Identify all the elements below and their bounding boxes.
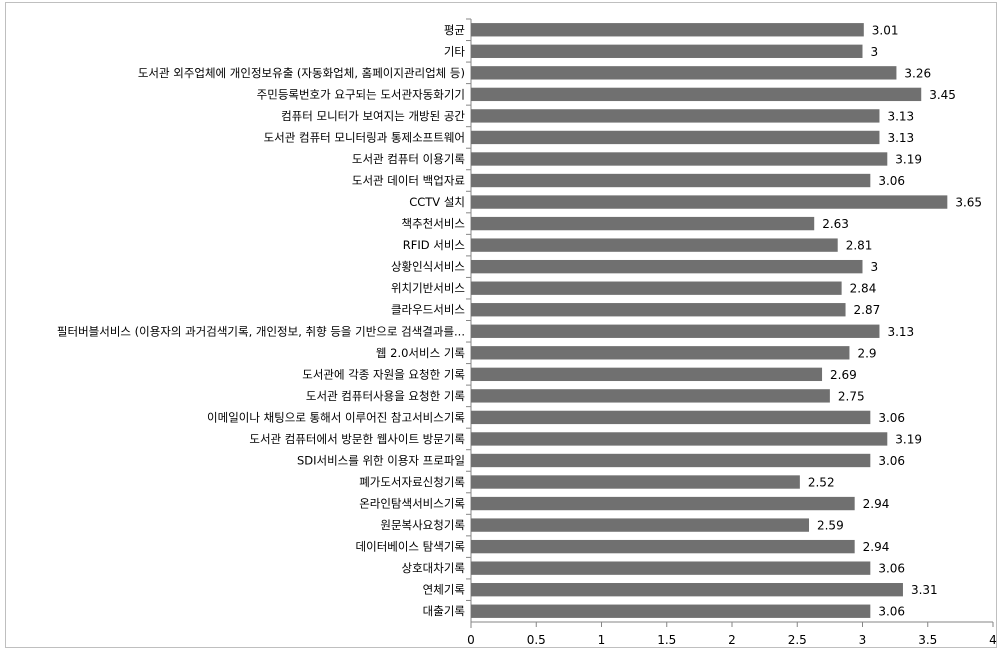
value-label: 3.13 xyxy=(887,131,914,145)
category-label: 책추천서비스 xyxy=(402,217,465,231)
category-label: 온라인탐색서비스기록 xyxy=(359,497,465,511)
x-tick-label: 2.5 xyxy=(788,633,807,647)
category-label: 주민등록번호가 요구되는 도서관자동화기기 xyxy=(257,87,465,101)
bar xyxy=(471,583,903,597)
bar xyxy=(471,238,838,252)
chart-bars xyxy=(471,23,948,618)
bar xyxy=(471,539,855,554)
value-label: 2.69 xyxy=(830,368,857,382)
value-label: 3.13 xyxy=(887,109,914,123)
value-label: 3.06 xyxy=(878,174,905,188)
value-label: 2.94 xyxy=(863,497,890,511)
category-label: 도서관 데이터 백업자료 xyxy=(352,174,465,188)
value-label: 2.59 xyxy=(817,519,844,533)
x-tick-label: 3.5 xyxy=(918,633,937,647)
bar xyxy=(471,23,864,37)
category-label: 도서관 컴퓨터사용을 요청한 기록 xyxy=(306,389,465,403)
bar xyxy=(471,109,880,123)
x-axis-ticks: 0 0.5 1 1.5 2 2.5 3 3.5 4 xyxy=(467,622,997,647)
bar xyxy=(471,130,880,145)
category-label: 원문복사요청기록 xyxy=(380,518,465,532)
value-label: 3 xyxy=(871,45,879,59)
bar xyxy=(471,453,871,468)
value-label: 2.87 xyxy=(854,303,881,317)
value-label: 2.52 xyxy=(808,476,835,490)
bar xyxy=(471,259,863,274)
category-label: 필터버블서비스 (이용자의 과거검색기록, 개인정보, 취향 등을 기반으로 검… xyxy=(57,324,465,338)
bar xyxy=(471,87,922,102)
value-label: 3.06 xyxy=(878,562,905,576)
category-label: 상황인식서비스 xyxy=(391,260,465,274)
value-label: 3.01 xyxy=(872,23,899,37)
x-tick-label: 3 xyxy=(859,633,867,647)
category-label: 클라우드서비스 xyxy=(391,303,465,317)
value-label: 3.19 xyxy=(895,152,922,166)
value-label: 3.13 xyxy=(887,325,914,339)
category-label: 웹 2.0서비스 기록 xyxy=(376,346,465,360)
category-label: 연체기록 xyxy=(423,583,465,597)
bar xyxy=(471,496,855,511)
value-label: 3 xyxy=(871,260,879,274)
x-tick-label: 2 xyxy=(728,633,736,647)
x-tick-label: 1 xyxy=(598,633,606,647)
value-labels: 3.01 3 3.26 3.45 3.13 3.13 3.19 3.06 3.65 2.63 2.8… xyxy=(808,23,982,618)
bar xyxy=(471,389,830,403)
category-label: 컴퓨터 모니터가 보여지는 개방된 공간 xyxy=(281,109,465,123)
value-label: 2.9 xyxy=(857,346,876,360)
x-tick-label: 0.5 xyxy=(527,633,546,647)
bar xyxy=(471,324,880,338)
bar xyxy=(471,216,815,231)
bar xyxy=(471,303,846,317)
bar xyxy=(471,281,842,295)
x-tick-label: 4 xyxy=(989,633,997,647)
bar xyxy=(471,346,850,360)
value-label: 2.81 xyxy=(846,239,873,253)
bar xyxy=(471,432,888,446)
category-label: 도서관 컴퓨터 이용기록 xyxy=(352,152,465,166)
value-label: 3.19 xyxy=(895,432,922,446)
category-label: 위치기반서비스 xyxy=(391,281,465,295)
category-label: 이메일이나 채팅으로 통해서 이루어진 참고서비스기록 xyxy=(207,410,465,424)
bar xyxy=(471,66,897,80)
x-tick-label: 0 xyxy=(467,633,475,647)
bar xyxy=(471,475,800,489)
category-label: 상호대차기록 xyxy=(402,561,465,575)
bar xyxy=(471,173,871,188)
value-label: 3.31 xyxy=(911,583,938,597)
category-label: 폐가도서자료신청기록 xyxy=(359,475,465,489)
value-label: 3.65 xyxy=(955,196,982,210)
bar xyxy=(471,561,871,575)
bar xyxy=(471,152,888,166)
category-label: 데이터베이스 탐색기록 xyxy=(356,540,465,554)
bar xyxy=(471,410,871,425)
value-label: 2.94 xyxy=(863,540,890,554)
bar xyxy=(471,367,823,382)
x-tick-label: 1.5 xyxy=(657,633,676,647)
bar xyxy=(471,195,948,209)
bar xyxy=(471,44,863,58)
value-label: 3.45 xyxy=(929,88,956,102)
category-label: 도서관 외주업체에 개인정보유출 (자동화업체, 홈페이지관리업체 등) xyxy=(138,66,465,80)
category-label: 대출기록 xyxy=(423,604,465,618)
value-label: 3.26 xyxy=(904,66,931,80)
category-label: 기타 xyxy=(444,44,466,58)
bar xyxy=(471,518,809,532)
value-label: 2.63 xyxy=(822,217,849,231)
category-label: 도서관에 각종 자원을 요청한 기록 xyxy=(302,367,465,381)
value-label: 3.06 xyxy=(878,411,905,425)
bar xyxy=(471,604,871,618)
category-label: CCTV 설치 xyxy=(409,195,465,209)
value-label: 2.84 xyxy=(850,282,877,296)
category-label: SDI서비스를 위한 이용자 프로파일 xyxy=(297,453,465,467)
value-label: 3.06 xyxy=(878,605,905,619)
value-label: 2.75 xyxy=(838,389,865,403)
category-label: 평균 xyxy=(444,23,465,37)
value-label: 3.06 xyxy=(878,454,905,468)
category-label: 도서관 컴퓨터에서 방문한 웹사이트 방문기록 xyxy=(249,432,465,446)
category-label: RFID 서비스 xyxy=(403,238,465,252)
category-label: 도서관 컴퓨터 모니터링과 통제소프트웨어 xyxy=(264,130,465,144)
